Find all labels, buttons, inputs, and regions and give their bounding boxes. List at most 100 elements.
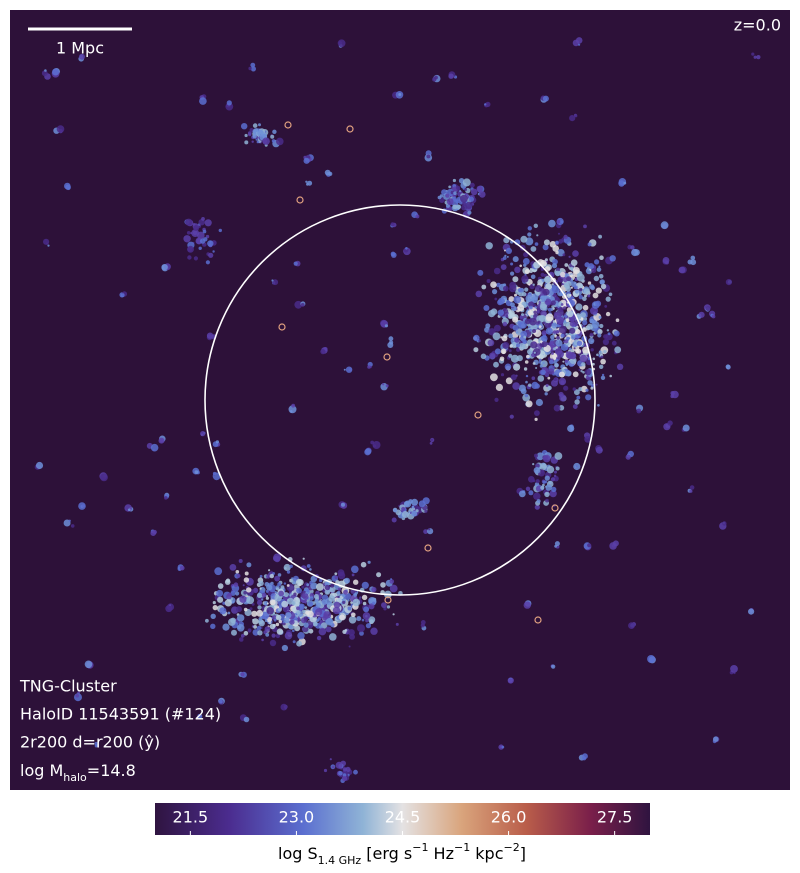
- emission-blob: [534, 285, 542, 292]
- emission-blob: [461, 204, 468, 211]
- emission-blob: [553, 404, 561, 412]
- emission-blob: [275, 614, 282, 621]
- emission-blob: [549, 241, 557, 248]
- emission-blob: [569, 347, 572, 351]
- emission-blob: [705, 306, 711, 312]
- emission-blob: [630, 245, 635, 250]
- emission-blob: [541, 341, 548, 348]
- emission-blob: [363, 606, 370, 613]
- emission-blob: [248, 66, 252, 71]
- emission-blob: [334, 575, 339, 580]
- emission-blob: [44, 69, 47, 72]
- emission-blob: [541, 330, 547, 336]
- emission-blob: [753, 55, 757, 59]
- emission-blob: [519, 264, 522, 268]
- emission-blob: [236, 573, 241, 578]
- emission-blob: [722, 521, 727, 526]
- emission-blob: [240, 633, 245, 638]
- emission-blob: [512, 341, 517, 347]
- emission-blob: [264, 619, 268, 622]
- emission-blob: [338, 41, 342, 45]
- emission-blob: [239, 637, 244, 642]
- emission-blob: [584, 369, 592, 376]
- emission-blob: [259, 587, 262, 590]
- emission-blob: [521, 313, 524, 317]
- emission-blob: [389, 579, 395, 584]
- emission-blob: [509, 271, 515, 276]
- emission-blob: [273, 555, 279, 562]
- emission-blob: [533, 261, 541, 269]
- colorbar-tick-label: 26.0: [491, 808, 527, 827]
- emission-blob: [551, 322, 558, 329]
- compact-source: [534, 616, 542, 624]
- emission-blob: [52, 68, 59, 76]
- emission-blob: [337, 590, 341, 595]
- emission-blob: [598, 234, 602, 239]
- emission-blob: [510, 354, 519, 363]
- emission-blob: [545, 498, 549, 503]
- emission-blob: [582, 756, 587, 761]
- emission-blob: [523, 335, 527, 339]
- emission-blob: [372, 601, 376, 605]
- label-part: 1.4 GHz: [318, 854, 362, 867]
- emission-blob: [587, 281, 592, 285]
- emission-blob: [201, 217, 205, 221]
- emission-blob: [520, 235, 528, 243]
- emission-blob: [560, 380, 565, 385]
- emission-blob: [556, 336, 560, 340]
- compact-source: [474, 411, 482, 419]
- emission-blob: [371, 586, 377, 593]
- emission-blob: [513, 363, 521, 371]
- emission-blob: [197, 713, 203, 719]
- emission-blob: [337, 569, 345, 577]
- emission-blob: [612, 540, 619, 547]
- emission-blob: [275, 633, 281, 639]
- emission-blob: [603, 334, 608, 339]
- emission-blob: [243, 577, 250, 583]
- emission-blob: [512, 256, 519, 263]
- emission-blob: [456, 204, 462, 210]
- emission-blob: [264, 626, 271, 632]
- emission-blob: [200, 431, 206, 437]
- emission-blob: [543, 276, 551, 284]
- label-part: halo: [63, 771, 87, 784]
- emission-blob: [328, 171, 333, 176]
- emission-blob: [401, 511, 409, 518]
- emission-blob: [248, 629, 251, 633]
- emission-blob: [508, 349, 512, 353]
- emission-blob: [285, 612, 292, 619]
- emission-blob: [256, 600, 263, 606]
- emission-blob: [539, 299, 542, 302]
- emission-blob: [554, 470, 557, 474]
- emission-blob: [544, 372, 550, 378]
- emission-blob: [270, 581, 274, 586]
- compact-source: [384, 596, 392, 604]
- emission-blob: [205, 618, 209, 623]
- emission-blob: [517, 288, 523, 293]
- emission-blob: [319, 578, 323, 583]
- emission-blob: [217, 583, 224, 589]
- emission-blob: [524, 269, 530, 274]
- emission-blob: [266, 602, 269, 605]
- emission-blob: [522, 339, 528, 345]
- emission-blob: [226, 593, 232, 600]
- emission-blob: [284, 567, 287, 570]
- emission-blob: [343, 368, 346, 371]
- emission-blob: [323, 768, 328, 773]
- emission-blob: [251, 140, 254, 143]
- emission-blob: [342, 773, 347, 777]
- emission-blob: [536, 310, 540, 313]
- emission-blob: [594, 259, 600, 265]
- emission-blob: [667, 420, 673, 426]
- emission-blob: [533, 467, 541, 474]
- emission-blob: [273, 618, 277, 622]
- emission-blob: [124, 504, 132, 512]
- emission-blob: [56, 125, 65, 133]
- emission-blob: [207, 240, 214, 247]
- emission-blob: [79, 53, 85, 60]
- emission-blob: [392, 613, 395, 616]
- emission-blob: [329, 586, 336, 593]
- emission-blob: [508, 353, 513, 358]
- emission-blob: [65, 184, 71, 191]
